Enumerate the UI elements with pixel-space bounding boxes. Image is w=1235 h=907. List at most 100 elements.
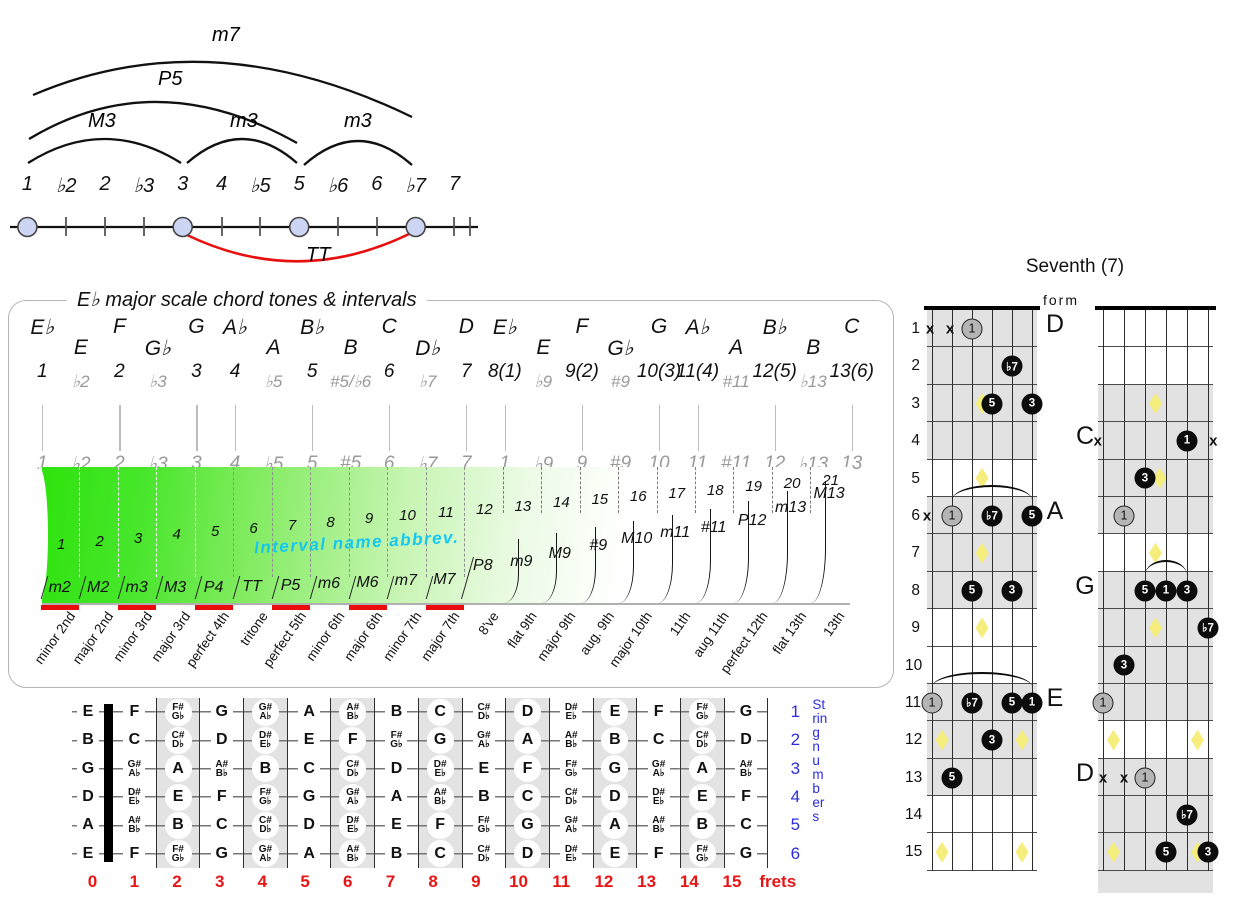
interval-slot: 8 m6 minor 6th <box>303 467 349 664</box>
note-column: E♭ 8(1) 1 <box>486 309 525 474</box>
fret-column: F C <box>113 698 157 868</box>
degree-connector-line <box>389 405 391 451</box>
note-cell: A <box>680 754 724 783</box>
note-cell: D <box>724 726 768 755</box>
form-letter: D <box>1045 310 1065 338</box>
chord-tone-marker: ♭7 <box>981 505 1003 527</box>
flat-name: A♭ <box>477 739 490 751</box>
note-cell: D <box>200 726 244 755</box>
natural-note: A <box>303 703 315 721</box>
natural-note: E <box>391 816 402 834</box>
note-name: G♭ <box>607 337 634 360</box>
chromatic-degree-label: 1 <box>36 453 48 474</box>
open-note-cell: E <box>72 698 104 727</box>
note-cell: C# D♭ <box>244 811 287 840</box>
flat-name: A♭ <box>346 796 359 808</box>
note-cell: F# G♭ <box>156 839 200 868</box>
accidental-note: F# G♭ <box>172 844 185 863</box>
degree-label: ♭7 <box>419 372 437 391</box>
flat-name: G♭ <box>696 711 709 723</box>
inlay-diamond <box>1149 542 1162 564</box>
chord-chart-left: ♭7 5 3 ♭7 5 5 3 ♭7 5 1 3 5 <box>921 305 1043 871</box>
natural-note: D <box>390 759 403 777</box>
degree-label: 3 <box>191 361 202 382</box>
flat-name: B♭ <box>346 711 359 723</box>
note-degree-columns: E♭ 1 1 E ♭2 ♭2 F 2 2 <box>23 309 874 475</box>
semitone-number: 18 <box>706 481 724 499</box>
fret-column: C G <box>418 698 463 868</box>
sharp-name: G# <box>651 758 666 770</box>
note-cell: E <box>462 754 506 783</box>
note-name: E♭ <box>30 316 55 339</box>
degree-label: ♭9 <box>534 372 553 391</box>
degree-connector-line <box>466 405 468 451</box>
accidental-note: F# G♭ <box>565 759 578 778</box>
fret-number: 6 <box>343 872 353 891</box>
open-note-cell: A <box>72 811 104 840</box>
slot-slash-separator <box>79 576 87 599</box>
note-cell: E <box>593 839 637 868</box>
arc-m3-1 <box>27 137 182 164</box>
chord-tone-marker: ♭7 <box>961 692 983 714</box>
interval-abbreviation: m3 <box>125 579 148 596</box>
chart-fret-number: 9 <box>911 619 920 637</box>
interval-abbreviation: m2 <box>48 579 71 596</box>
form-span: G <box>1075 572 1095 722</box>
note-cell: F# G♭ <box>244 782 287 812</box>
accidental-note: G# A♭ <box>564 815 578 835</box>
flat-name: E♭ <box>652 796 665 808</box>
sharp-name: F# <box>478 815 490 827</box>
muted-string-x: x <box>945 320 955 338</box>
accidental-note: D# E♭ <box>128 788 141 807</box>
degree-connector-line <box>697 405 699 451</box>
note-cell: D# E♭ <box>331 811 375 840</box>
note-cell: F# G♭ <box>680 698 724 727</box>
sharp-name: A# <box>564 730 578 742</box>
note-column: F 9(2) 9 <box>563 309 602 474</box>
interval-name: major 9th <box>533 609 579 664</box>
interval-fan-chart: 1 m2 minor 2nd 2 M2 major 2nd <box>31 467 850 676</box>
natural-note: B <box>696 816 709 834</box>
note-name: C <box>844 315 860 338</box>
interval-abbreviation: #11 <box>700 519 727 536</box>
note-cell: F# G♭ <box>156 698 200 727</box>
accidental-note: A# B♭ <box>346 844 359 863</box>
natural-note: E <box>609 703 621 721</box>
nut <box>924 305 1040 310</box>
scale-degree: ♭2 <box>55 175 77 197</box>
note-name: G♭ <box>144 337 172 360</box>
degree-label: 5 <box>306 361 318 382</box>
natural-note: G <box>521 816 534 834</box>
natural-note: C <box>215 816 228 834</box>
slot-slash-separator <box>194 576 203 599</box>
natural-note: C <box>303 759 315 777</box>
slot-separator-dash <box>156 467 158 577</box>
sharp-name: A# <box>127 815 141 827</box>
natural-note: F <box>129 844 140 862</box>
chord-tone-marker: 5 <box>1001 692 1023 714</box>
slot-curve-separator <box>542 533 558 603</box>
open-note: G <box>81 759 95 777</box>
sharp-name: G# <box>564 815 578 827</box>
slot-curve-separator <box>504 539 519 603</box>
accidental-note: C# D♭ <box>477 703 490 722</box>
chord-tone-marker: ♭7 <box>1197 617 1219 639</box>
slot-slash-separator <box>156 576 164 599</box>
note-cell: F <box>637 698 680 727</box>
note-cell: F <box>331 726 375 755</box>
chord-section-title: Seventh (7) <box>1025 256 1125 277</box>
open-note: E <box>82 703 94 721</box>
slot-separator-dash <box>387 467 389 577</box>
inlay-diamond <box>935 729 949 751</box>
slot-slash-separator <box>386 576 395 599</box>
fret-number: 0 <box>87 872 98 891</box>
accidental-note: A# B♭ <box>434 788 447 807</box>
degree-label: 9(2) <box>565 361 599 382</box>
interval-name: 8've <box>475 609 502 638</box>
neck-extension <box>1098 871 1213 893</box>
note-column: G 3 3 <box>177 309 216 474</box>
slot-separator-dash <box>694 467 696 514</box>
natural-note: E <box>303 731 315 749</box>
fret-column: G# A♭ D# E♭ B <box>244 698 288 868</box>
